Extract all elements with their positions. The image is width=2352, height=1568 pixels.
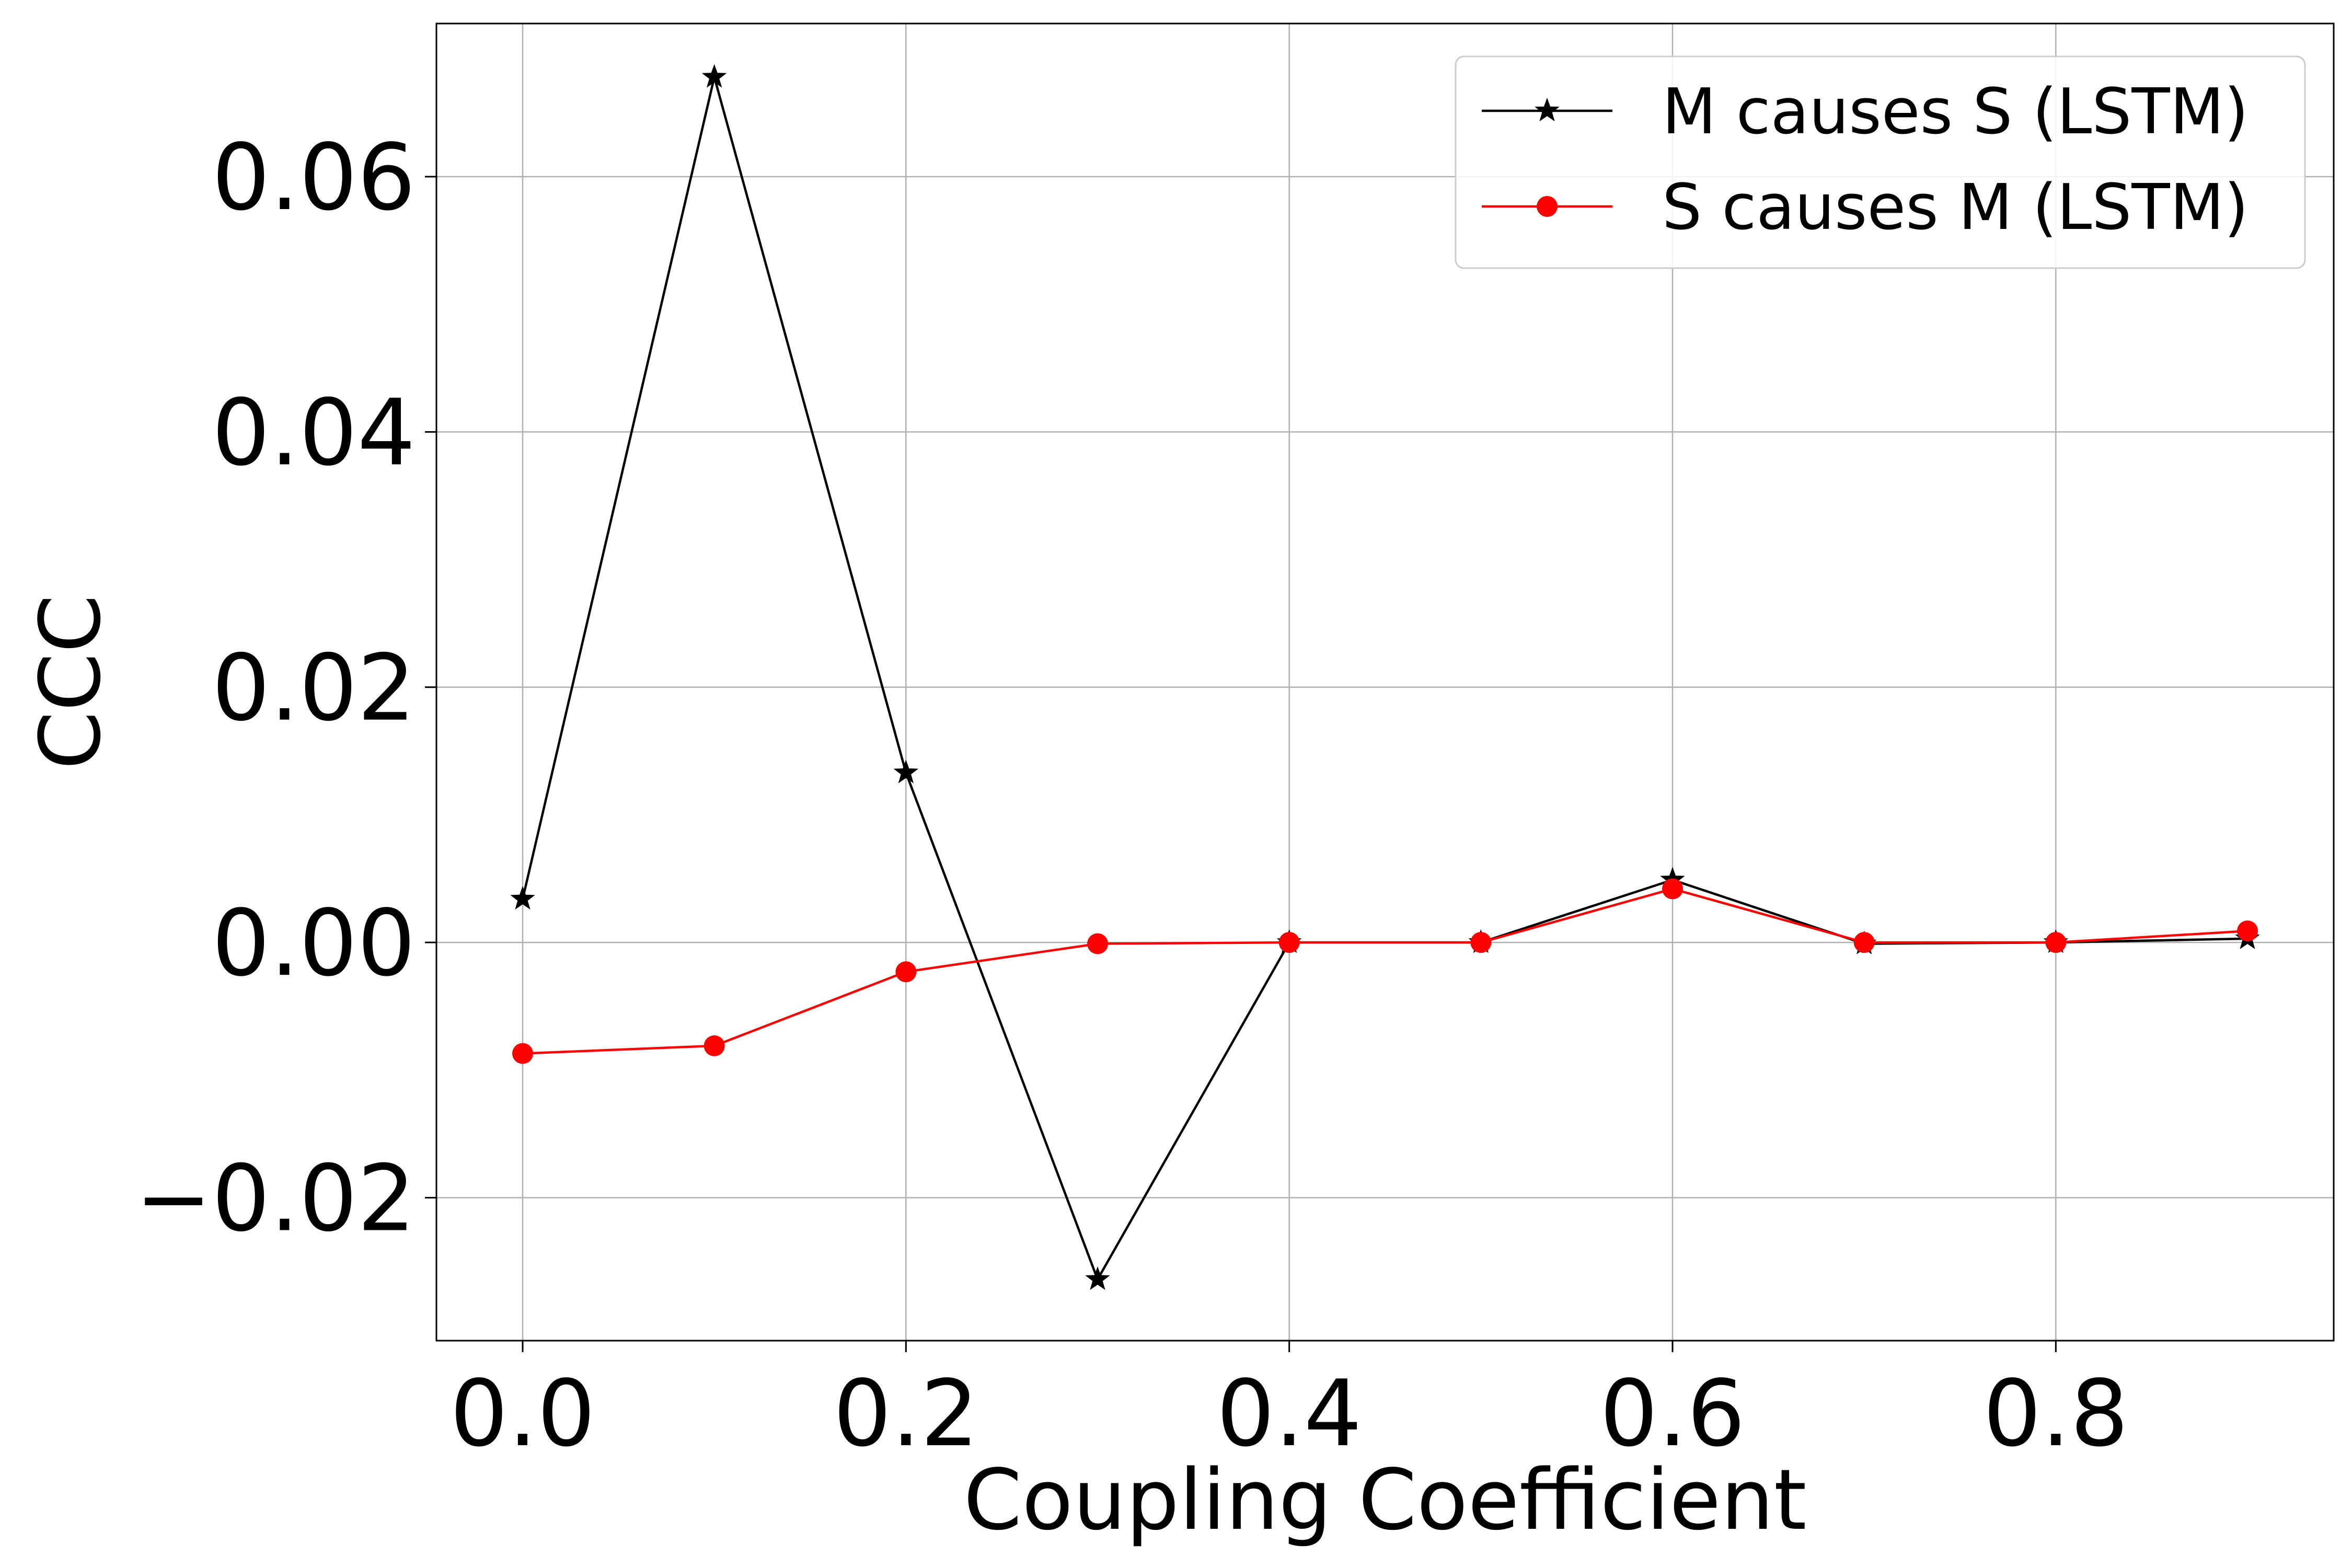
data-point xyxy=(1278,932,1300,953)
data-point xyxy=(1853,932,1875,953)
plot-frame xyxy=(435,22,2335,1342)
data-point xyxy=(1470,932,1492,953)
x-axis-label: Coupling Coefficient xyxy=(963,1451,1806,1549)
x-tick-label: 0.0 xyxy=(450,1361,595,1467)
data-point xyxy=(2237,920,2258,942)
data-point xyxy=(893,759,919,783)
legend-marker xyxy=(1537,196,1558,217)
axis-ticks: 0.0 0.2 0.4 0.6 0.8 −0.02 0.00 0.02 0.04 0.06 xyxy=(135,125,2129,1467)
data-point xyxy=(704,1035,725,1056)
data-point xyxy=(1087,933,1108,954)
y-tick-label: 0.00 xyxy=(212,891,416,997)
legend-label: M causes S (LSTM) xyxy=(1662,76,2249,148)
legend-item: S causes M (LSTM) xyxy=(1482,171,2249,244)
legend-item: M causes S (LSTM) xyxy=(1482,76,2249,148)
y-tick-label: 0.04 xyxy=(212,380,416,486)
data-point xyxy=(510,886,535,910)
y-tick-label: −0.02 xyxy=(135,1146,416,1252)
x-tick-label: 0.4 xyxy=(1217,1361,1362,1467)
legend-label: S causes M (LSTM) xyxy=(1662,171,2249,244)
series-line xyxy=(522,887,2248,1055)
x-tick-label: 0.8 xyxy=(1983,1361,2128,1467)
data-point xyxy=(895,961,917,983)
data-point xyxy=(512,1043,533,1064)
legend: M causes S (LSTM) S causes M (LSTM) xyxy=(1455,55,2306,269)
y-tick-label: 0.06 xyxy=(212,125,416,231)
y-axis-label: CCC xyxy=(21,594,119,769)
x-tick-label: 0.6 xyxy=(1600,1361,1745,1467)
series-layer xyxy=(510,64,2260,1290)
data-point xyxy=(2045,932,2067,953)
data-point xyxy=(1662,878,1683,900)
legend-box xyxy=(1455,55,2306,269)
y-tick-label: 0.02 xyxy=(212,636,416,742)
series-2 xyxy=(512,878,2258,1064)
legend-marker xyxy=(1535,98,1560,122)
x-tick-label: 0.2 xyxy=(833,1361,978,1467)
data-point xyxy=(1085,1266,1110,1290)
data-point xyxy=(701,64,727,88)
